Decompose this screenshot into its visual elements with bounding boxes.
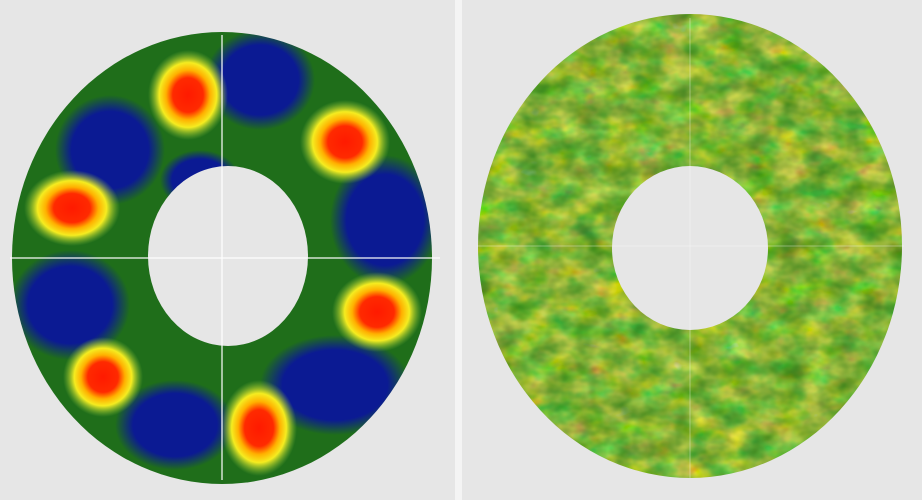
hot-spot xyxy=(63,337,143,417)
cold-region xyxy=(10,250,130,360)
left-annulus xyxy=(0,0,455,500)
cold-region xyxy=(205,30,315,130)
panel-divider xyxy=(455,0,462,500)
right-annulus xyxy=(462,0,922,500)
right-panel xyxy=(462,0,922,500)
left-panel xyxy=(0,0,455,500)
hot-spot xyxy=(148,50,228,140)
hot-spot xyxy=(24,170,120,246)
cold-region xyxy=(330,155,440,285)
cold-region xyxy=(160,150,240,210)
cold-region xyxy=(260,335,410,435)
hot-spot xyxy=(221,380,297,476)
cold-region xyxy=(115,380,235,470)
hot-spot xyxy=(332,272,422,352)
hot-spot xyxy=(300,100,390,184)
